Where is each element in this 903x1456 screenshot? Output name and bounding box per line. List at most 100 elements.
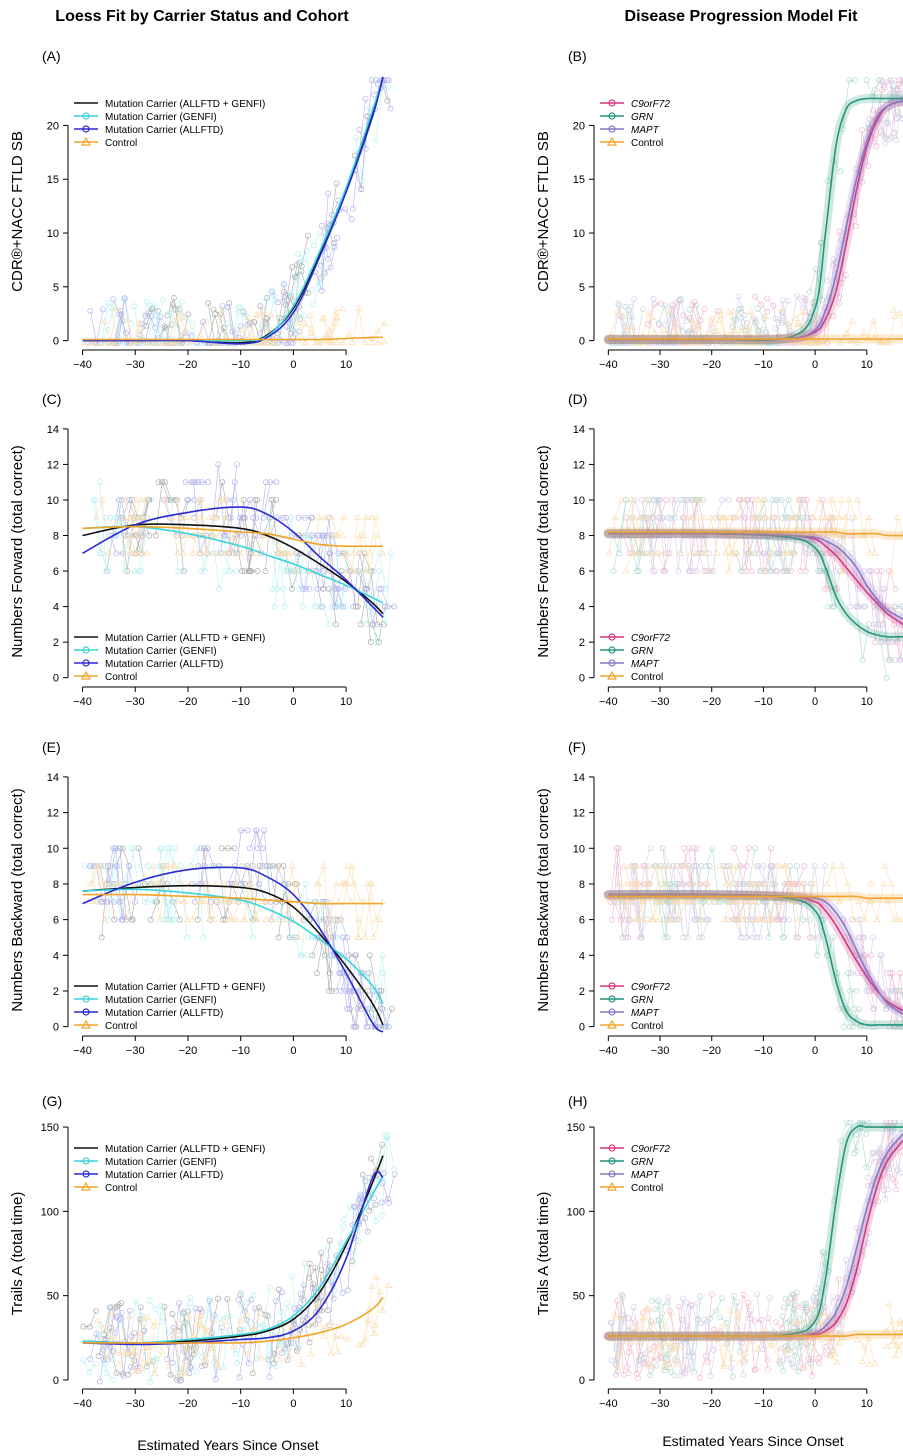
y-tick-label: 2 <box>53 986 59 998</box>
data-point <box>651 863 658 870</box>
trajectory-line <box>658 1320 672 1359</box>
data-point <box>342 585 349 592</box>
data-point <box>232 1350 239 1357</box>
data-point <box>803 497 810 503</box>
trajectory-line <box>376 1175 390 1204</box>
data-point <box>883 119 890 126</box>
data-point <box>613 845 620 852</box>
data-point <box>252 1305 259 1312</box>
data-point <box>802 295 809 302</box>
data-point <box>364 1023 371 1030</box>
trajectory-line <box>201 847 215 867</box>
data-point <box>254 845 261 852</box>
fit-line <box>82 506 384 618</box>
trajectory-line <box>837 973 851 1027</box>
data-point <box>812 320 819 327</box>
data-point <box>716 514 723 521</box>
trajectory-line <box>877 118 891 140</box>
trajectory-line <box>664 883 678 920</box>
control-point <box>125 1312 133 1319</box>
control-point <box>136 325 144 332</box>
trajectory-line <box>141 1316 155 1341</box>
trajectory-line <box>623 866 637 920</box>
trajectory-line <box>107 847 121 920</box>
trajectory-line <box>790 295 804 331</box>
control-point <box>651 531 659 538</box>
data-point <box>740 1291 747 1298</box>
data-point <box>117 1315 124 1322</box>
trajectory-line <box>142 312 156 328</box>
trajectory-line <box>317 535 331 589</box>
data-point <box>776 898 782 905</box>
trajectory-line <box>658 305 672 343</box>
control-point <box>697 915 706 922</box>
data-point <box>190 1345 197 1352</box>
control-point <box>819 339 827 346</box>
data-point <box>854 916 861 923</box>
legend-label: MAPT <box>631 1170 660 1181</box>
data-point <box>172 318 179 324</box>
data-point <box>382 1133 389 1140</box>
control-point <box>688 880 696 887</box>
control-point <box>103 1354 111 1361</box>
data-point <box>131 845 137 852</box>
data-point <box>293 934 300 941</box>
data-point <box>215 461 222 468</box>
trajectory-line <box>704 317 718 338</box>
data-point <box>808 1314 815 1321</box>
data-point <box>621 330 628 337</box>
control-point <box>230 531 239 538</box>
panel-a: (A)CDR®+NACC FTLD SB−40 −30 −20 −10 0 1005101… <box>9 48 394 371</box>
trajectory-line <box>233 1313 247 1347</box>
x-tick-label: 10 <box>861 696 873 708</box>
data-point <box>754 880 761 887</box>
control-point <box>245 313 253 320</box>
control-point <box>790 549 798 556</box>
trajectory-line <box>375 1277 389 1311</box>
y-tick-label: 10 <box>573 495 585 507</box>
data-point <box>116 311 123 318</box>
panel-label: (E) <box>42 739 61 755</box>
data-point <box>170 295 177 301</box>
trajectory-line <box>690 499 704 536</box>
control-point <box>636 1338 644 1345</box>
data-point <box>615 845 622 852</box>
trajectory-line <box>734 499 748 519</box>
data-point <box>812 339 819 346</box>
data-point <box>162 325 169 331</box>
data-point <box>243 1316 250 1323</box>
control-point <box>369 933 378 940</box>
data-point <box>245 568 252 574</box>
fit-line <box>82 866 384 1033</box>
control-point <box>851 514 859 521</box>
data-point <box>324 220 331 227</box>
data-point <box>808 514 815 521</box>
data-point <box>383 1134 390 1141</box>
data-point <box>861 568 868 574</box>
data-point <box>320 1277 327 1284</box>
data-point <box>178 298 185 305</box>
data-point <box>784 1356 791 1363</box>
trajectory-line <box>352 308 366 343</box>
data-point <box>705 898 712 905</box>
data-point <box>619 934 626 941</box>
trajectory-line <box>190 848 204 938</box>
control-point <box>733 898 741 905</box>
y-tick-label: 2 <box>579 637 585 649</box>
data-point <box>287 292 294 299</box>
trajectory-line <box>109 535 123 554</box>
trajectory-line <box>208 314 222 343</box>
trajectory-line <box>826 231 840 343</box>
data-point <box>256 863 263 870</box>
trajectory-line <box>619 315 633 343</box>
data-point <box>724 532 731 539</box>
trajectory-line <box>299 517 313 536</box>
data-point <box>664 898 671 905</box>
trajectory-line <box>228 482 242 554</box>
control-point <box>106 1309 114 1316</box>
control-point <box>380 319 388 327</box>
data-point <box>693 863 699 870</box>
trajectory-line <box>158 324 172 339</box>
data-point <box>186 1370 193 1377</box>
control-point <box>361 339 369 346</box>
